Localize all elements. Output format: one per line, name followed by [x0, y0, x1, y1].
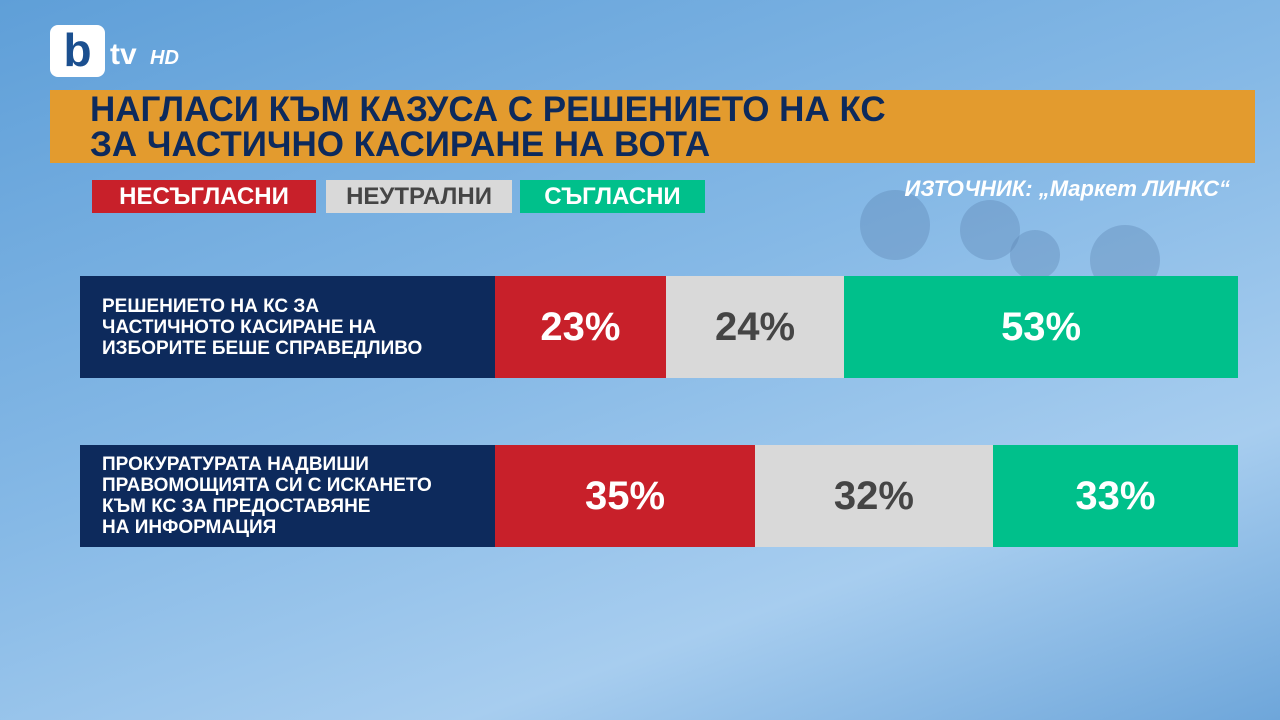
logo-channel: tv: [110, 38, 137, 71]
category-label: РЕШЕНИЕТО НА КС ЗА ЧАСТИЧНОТО КАСИРАНЕ Н…: [80, 276, 495, 378]
legend-item: НЕУТРАЛНИ: [326, 180, 512, 213]
value-label: 33%: [1075, 473, 1156, 518]
bar-segment: 23%: [495, 276, 666, 378]
bar-segment: 35%: [495, 445, 756, 547]
background-figure: [1010, 230, 1060, 280]
value-label: 32%: [833, 473, 914, 518]
background-figure: [860, 190, 930, 260]
bar-segment: 53%: [844, 276, 1238, 378]
legend-item: НЕСЪГЛАСНИ: [92, 180, 316, 213]
chart-title: НАГЛАСИ КЪМ КАЗУСА С РЕШЕНИЕТО НА КС ЗА …: [50, 90, 1255, 163]
value-label: 24%: [715, 304, 796, 349]
source: ИЗТОЧНИК: „Маркет ЛИНКС“: [904, 176, 1230, 201]
value-label: 23%: [540, 304, 621, 349]
value-label: 35%: [584, 473, 666, 518]
legend-item: СЪГЛАСНИ: [520, 180, 705, 213]
value-label: 53%: [1001, 304, 1082, 349]
category-label: ПРОКУРАТУРАТА НАДВИШИ ПРАВОМОЩИЯТА СИ С …: [80, 445, 495, 547]
logo-mark: b: [50, 25, 105, 77]
background-figure: [960, 200, 1020, 260]
logo-quality: HD: [150, 47, 179, 69]
bar-segment: 33%: [992, 445, 1238, 547]
bar-segment: 24%: [665, 276, 845, 378]
bar-segment: 32%: [755, 445, 993, 547]
